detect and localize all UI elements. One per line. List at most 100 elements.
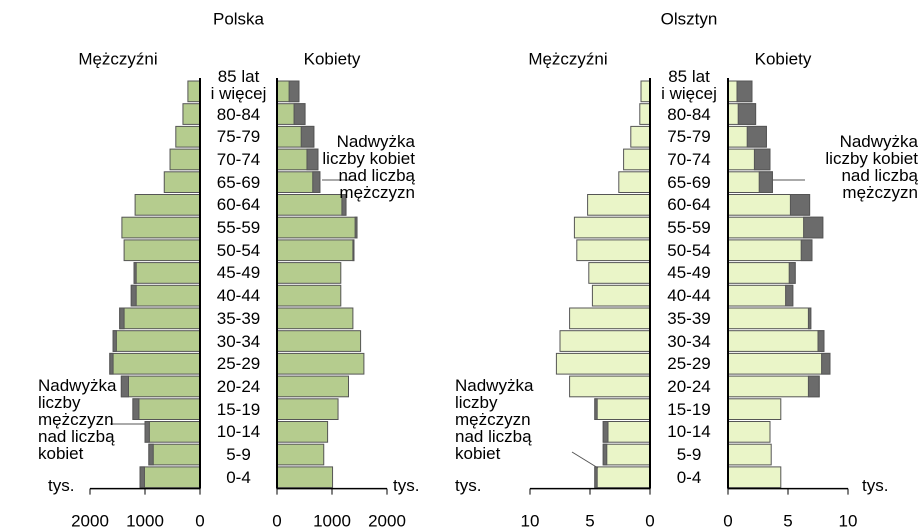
legend-label: Mężczyźni bbox=[78, 49, 157, 68]
bar-male bbox=[163, 171, 201, 194]
bar-male bbox=[175, 125, 201, 148]
bar-female bbox=[276, 262, 342, 284]
excess-male bbox=[109, 352, 114, 375]
excess-female bbox=[758, 171, 773, 194]
category-label: 80-84 bbox=[667, 104, 711, 124]
x-tick-label: 1000 bbox=[313, 511, 351, 527]
bar-male bbox=[569, 307, 651, 330]
x-tick-label: 0 bbox=[195, 511, 204, 527]
category-label: 5-9 bbox=[226, 445, 251, 465]
excess-female bbox=[803, 216, 824, 239]
legend-label: Kobiety bbox=[755, 49, 812, 68]
bar-male bbox=[602, 421, 651, 443]
bar-male bbox=[576, 239, 651, 262]
bar-female bbox=[727, 239, 813, 262]
bar-male bbox=[119, 307, 201, 330]
bar-male bbox=[618, 171, 651, 194]
excess-female bbox=[306, 148, 319, 171]
x-tick-label: 0 bbox=[645, 511, 654, 527]
bar-male bbox=[594, 398, 651, 420]
category-label: 35-39 bbox=[216, 308, 261, 328]
excess-male bbox=[119, 307, 125, 330]
x-tick-label: 10 bbox=[521, 511, 540, 527]
bar-male bbox=[630, 125, 651, 148]
category-label: 40-44 bbox=[667, 286, 711, 306]
category-label: 50-54 bbox=[667, 240, 711, 260]
x-tick-label: 2000 bbox=[71, 511, 109, 527]
bar-male bbox=[602, 443, 651, 466]
category-label: 70-74 bbox=[667, 149, 711, 169]
excess-male bbox=[132, 398, 140, 420]
leader-line bbox=[571, 451, 599, 469]
category-label: 20-24 bbox=[216, 376, 261, 396]
excess-male bbox=[148, 443, 154, 466]
chart-title: Olsztyn bbox=[661, 9, 718, 28]
bar-male bbox=[588, 262, 651, 284]
excess-female bbox=[737, 103, 757, 125]
bar-male bbox=[112, 330, 201, 352]
excess-male bbox=[144, 421, 150, 443]
category-label: 0-4 bbox=[226, 467, 251, 487]
category-label: 65-69 bbox=[216, 172, 261, 192]
category-label: 25-29 bbox=[667, 354, 711, 374]
bar-female bbox=[276, 421, 329, 443]
x-axis-label: tys. bbox=[48, 476, 74, 495]
excess-female bbox=[788, 262, 796, 284]
x-tick-label: 5 bbox=[783, 511, 792, 527]
bar-female bbox=[276, 307, 354, 330]
category-label: 0-4 bbox=[676, 467, 702, 487]
category-label: 75-79 bbox=[667, 127, 711, 147]
excess-female bbox=[753, 148, 771, 171]
bar-male bbox=[594, 466, 651, 489]
category-label: 70-74 bbox=[216, 149, 261, 169]
excess-female bbox=[821, 352, 831, 375]
bar-male bbox=[139, 466, 201, 489]
excess-female bbox=[354, 216, 358, 239]
bar-female bbox=[276, 239, 355, 262]
category-label: 85 lat i więcej bbox=[661, 67, 717, 104]
bar-female bbox=[276, 216, 358, 239]
excess-female bbox=[807, 307, 812, 330]
x-tick-label: 0 bbox=[723, 511, 732, 527]
bar-male bbox=[130, 284, 201, 307]
bar-female bbox=[727, 443, 772, 466]
bar-male bbox=[559, 330, 651, 352]
bar-female bbox=[276, 466, 334, 489]
bar-female bbox=[727, 375, 820, 398]
category-label: 30-34 bbox=[216, 331, 261, 351]
category-label: 5-9 bbox=[676, 445, 702, 465]
bar-female bbox=[276, 398, 339, 420]
excess-female bbox=[341, 194, 347, 216]
category-label: 65-69 bbox=[667, 172, 711, 192]
category-label: 85 lat i więcej bbox=[210, 67, 267, 104]
excess-female bbox=[300, 125, 315, 148]
bar-female bbox=[276, 375, 349, 398]
category-label: 80-84 bbox=[216, 104, 261, 124]
category-label: 35-39 bbox=[667, 308, 711, 328]
bar-female bbox=[727, 330, 825, 352]
bar-male bbox=[148, 443, 201, 466]
x-axis-label: tys. bbox=[455, 476, 481, 495]
excess-female bbox=[736, 80, 753, 103]
excess-female bbox=[789, 194, 811, 216]
annotation: Nadwyżka liczby kobiet nad liczbą mężczy… bbox=[322, 132, 415, 202]
excess-male bbox=[112, 330, 117, 352]
x-tick-label: 5 bbox=[585, 511, 594, 527]
x-tick-label: 1000 bbox=[126, 511, 164, 527]
excess-male bbox=[602, 421, 609, 443]
bar-male bbox=[134, 194, 201, 216]
legend-label: Kobiety bbox=[304, 49, 361, 68]
excess-female bbox=[800, 239, 813, 262]
excess-female bbox=[352, 239, 355, 262]
bar-male bbox=[182, 103, 201, 125]
bar-female bbox=[727, 307, 812, 330]
bar-female bbox=[727, 262, 796, 284]
bar-male bbox=[109, 352, 201, 375]
annotation: Nadwyżka liczby mężczyzn nad liczbą kobi… bbox=[38, 376, 117, 463]
bar-male bbox=[555, 352, 651, 375]
category-label: 45-49 bbox=[216, 263, 261, 283]
x-axis-label: tys. bbox=[862, 476, 888, 495]
excess-male bbox=[594, 466, 598, 489]
excess-male bbox=[130, 284, 137, 307]
